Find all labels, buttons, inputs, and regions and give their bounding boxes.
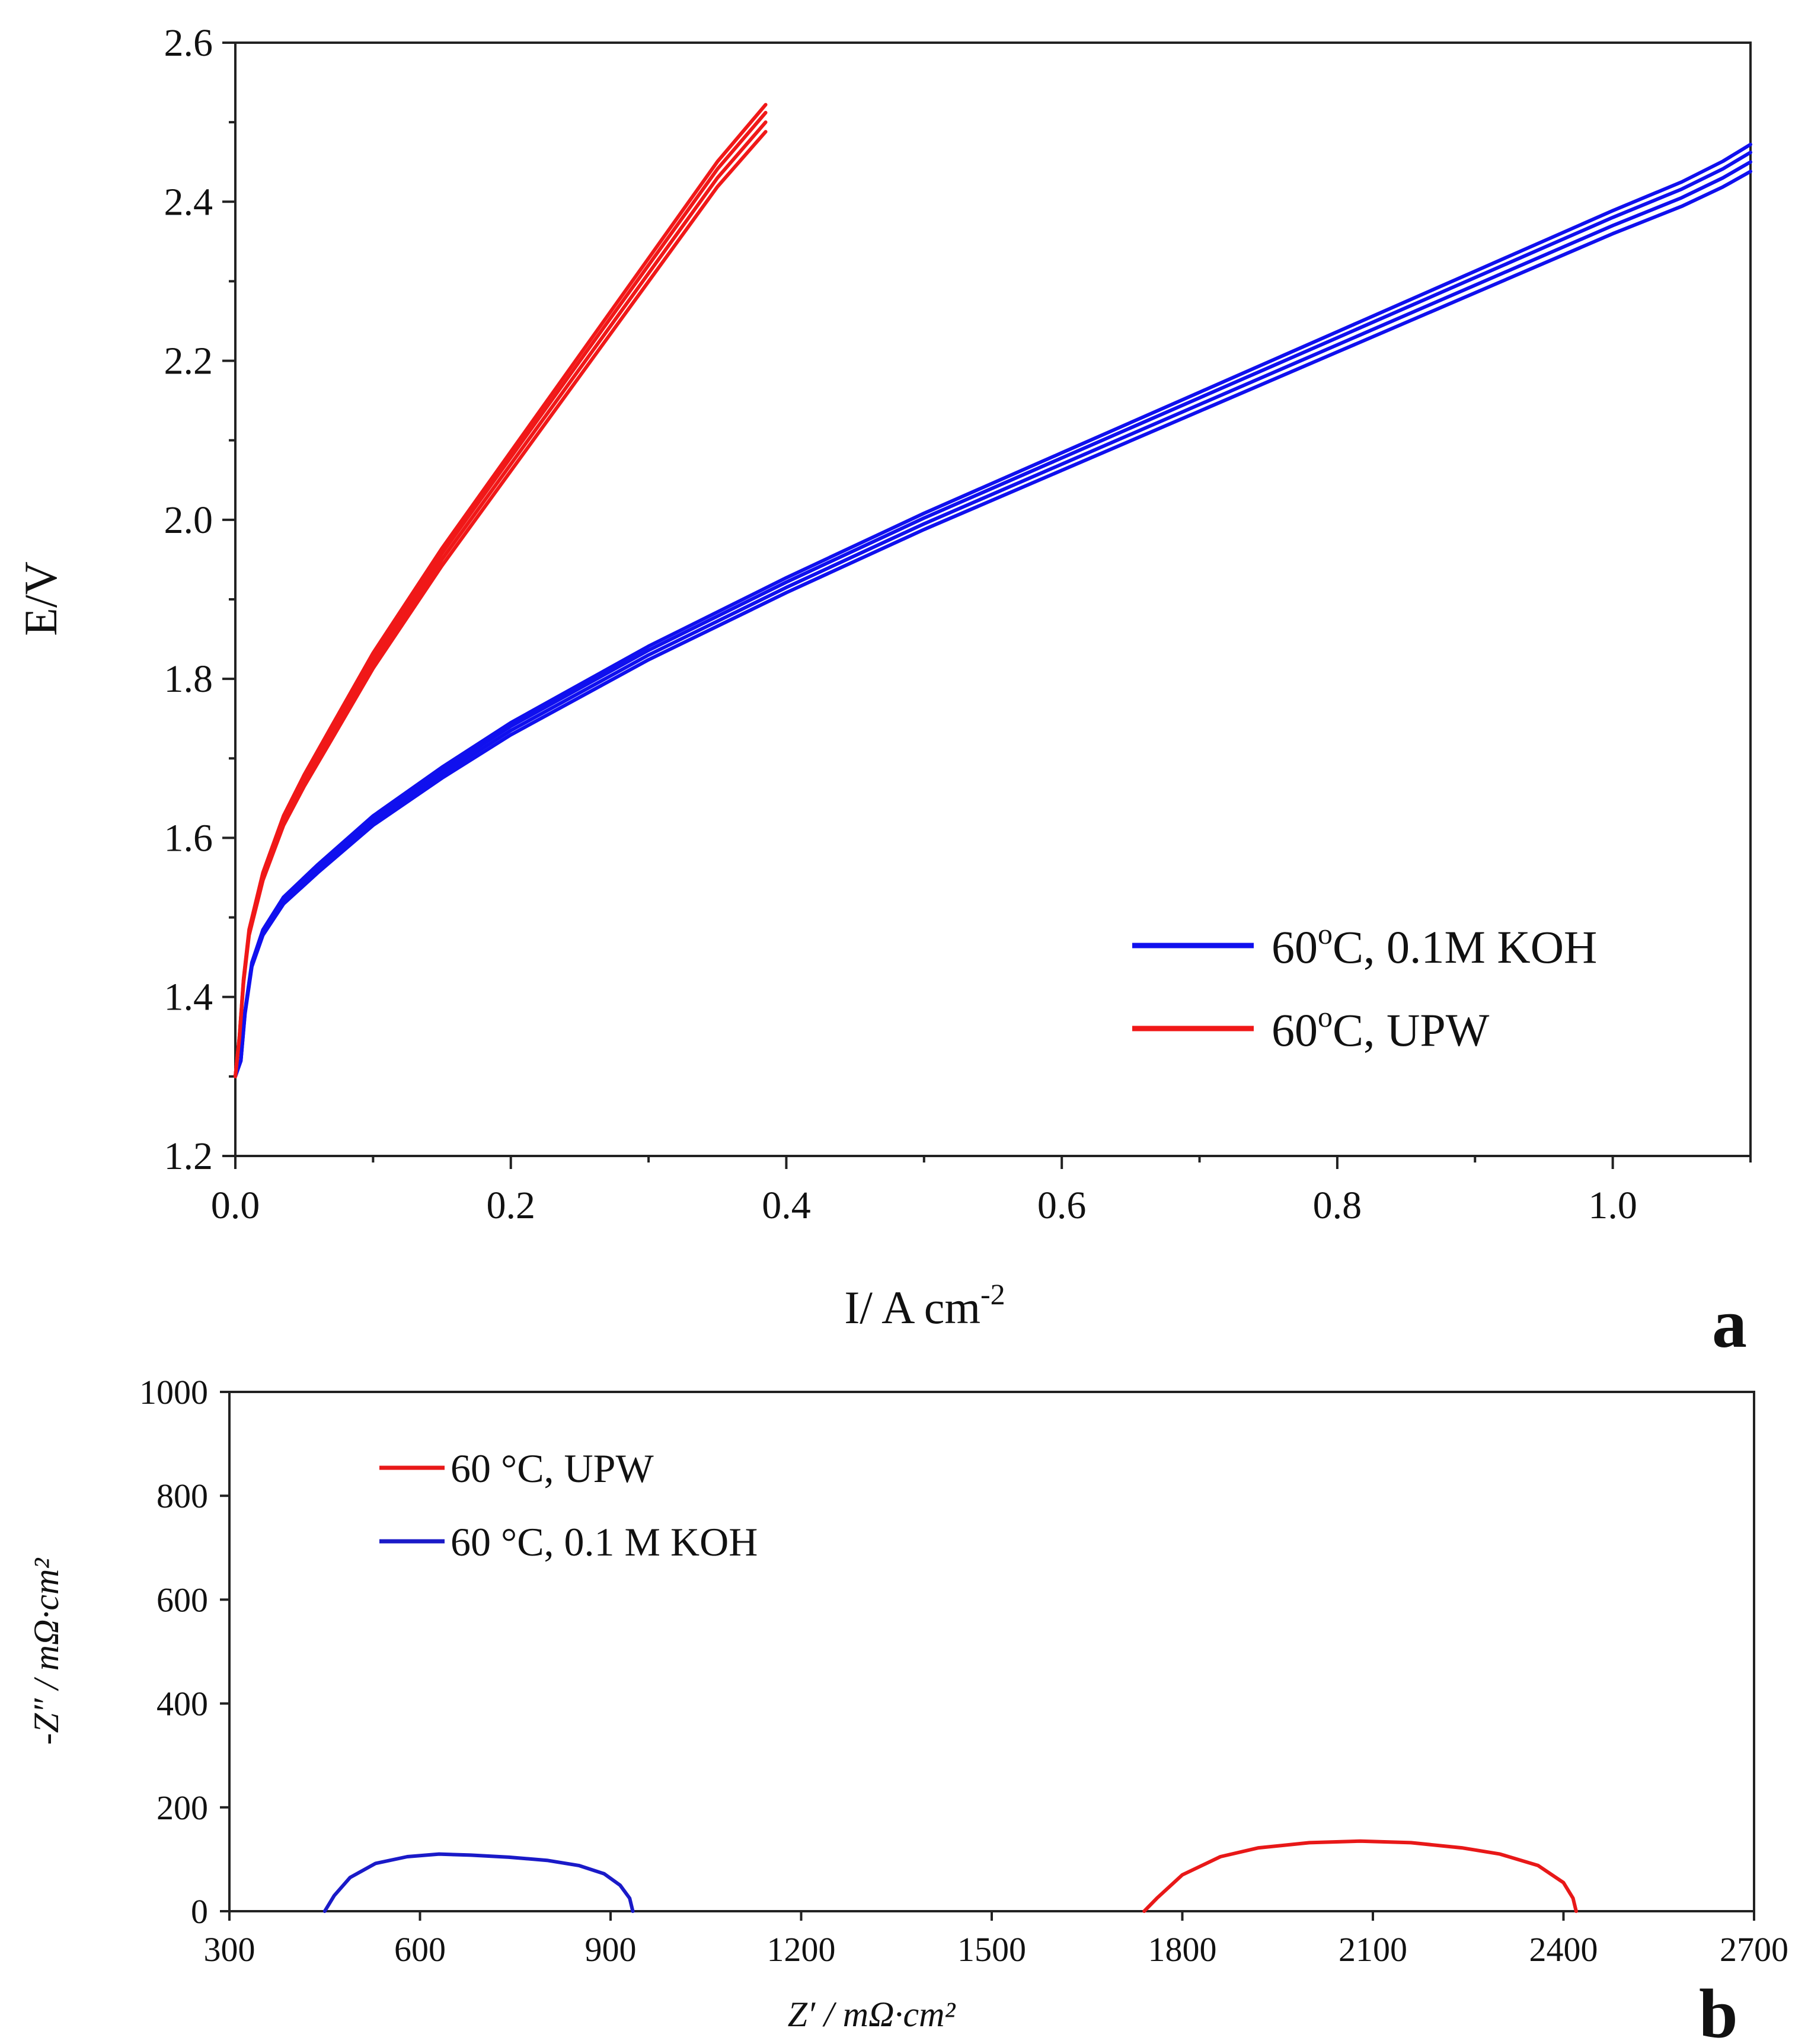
x-tick-label: 1800 <box>1148 1930 1217 1969</box>
x-tick-label: 0.2 <box>486 1184 535 1227</box>
panel-a-y-tick-labels: 1.2 1.4 1.6 1.8 2.0 2.2 2.4 2.6 <box>164 21 213 1178</box>
series-line-0-3 <box>234 142 1752 1078</box>
y-tick-label: 2.2 <box>164 340 213 383</box>
panel-a-ticks <box>222 41 1752 1169</box>
y-tick-label: 0 <box>191 1892 208 1931</box>
y-tick-label: 1.2 <box>164 1135 213 1178</box>
panel-b-series <box>322 1839 1578 1913</box>
x-tick-label: 2700 <box>1720 1930 1788 1969</box>
y-tick-label: 1000 <box>139 1373 208 1411</box>
x-tick-label: 0.0 <box>211 1184 260 1227</box>
series-line-1-2 <box>234 130 768 1078</box>
panel-b-y-axis-title: -Z″ / mΩ·cm² <box>27 1558 66 1745</box>
panel-a-y-axis-title: E/V <box>15 561 66 636</box>
panel-b-letter: b <box>1699 1975 1738 2044</box>
panel-b-legend: 60 °C, UPW 60 °C, 0.1 M KOH <box>379 1446 758 1564</box>
x-tick-label: 300 <box>204 1930 255 1969</box>
y-tick-label: 800 <box>156 1477 208 1515</box>
panel-a-letter: a <box>1712 1285 1747 1362</box>
legend-label-upw: 60oC, UPW <box>1272 1000 1490 1056</box>
x-tick-label: 1.0 <box>1588 1184 1637 1227</box>
y-tick-label: 1.8 <box>164 657 213 701</box>
x-tick-label: 2400 <box>1529 1930 1598 1969</box>
x-tick-label: 900 <box>585 1930 637 1969</box>
legend-label-koh: 60oC, 0.1M KOH <box>1272 917 1597 973</box>
x-tick-label: 1200 <box>767 1930 836 1969</box>
y-tick-label: 1.4 <box>164 976 213 1019</box>
panel-b-x-tick-labels: 300 600 900 1200 1500 1800 2100 2400 2700 <box>204 1930 1789 1969</box>
series-line-1-0 <box>322 1852 635 1913</box>
panel-a-x-axis-title: I/ A cm-2 <box>844 1278 1005 1333</box>
y-tick-label: 600 <box>156 1580 208 1619</box>
x-tick-label: 2100 <box>1339 1930 1407 1969</box>
y-tick-label: 2.0 <box>164 499 213 542</box>
panel-b-y-tick-labels: 0 200 400 600 800 1000 <box>139 1373 208 1931</box>
x-tick-label: 0.8 <box>1313 1184 1362 1227</box>
panel-a-x-tick-labels: 0.0 0.2 0.4 0.6 0.8 1.0 <box>211 1184 1637 1227</box>
x-tick-label: 1500 <box>957 1930 1026 1969</box>
series-line-1-0 <box>234 120 768 1078</box>
series-line-1-1 <box>234 111 768 1078</box>
panel-b-ticks <box>220 1391 1755 1921</box>
panel-a-polarization-chart: 0.0 0.2 0.4 0.6 0.8 1.0 1.2 1.4 1.6 1.8 2.0 2.2 2.4… <box>15 21 1752 1362</box>
panel-a-legend: 60oC, 0.1M KOH 60oC, UPW <box>1132 917 1597 1056</box>
x-tick-label: 600 <box>394 1930 446 1969</box>
panel-b-impedance-chart: 300 600 900 1200 1500 1800 2100 2400 2700 0 200 40… <box>27 1373 1788 2044</box>
y-tick-label: 400 <box>156 1685 208 1723</box>
series-line-0-0 <box>1142 1839 1578 1913</box>
y-tick-label: 2.4 <box>164 180 213 223</box>
x-tick-label: 0.4 <box>762 1184 811 1227</box>
y-tick-label: 1.6 <box>164 816 213 860</box>
series-line-1-3 <box>234 103 768 1078</box>
x-tick-label: 0.6 <box>1037 1184 1087 1227</box>
legend-label-b-koh: 60 °C, 0.1 M KOH <box>451 1519 758 1564</box>
legend-label-b-upw: 60 °C, UPW <box>451 1446 654 1491</box>
y-tick-label: 2.6 <box>164 21 213 65</box>
panel-b-x-axis-title: Z′ / mΩ·cm² <box>788 1995 956 2034</box>
panel-a-plot-frame <box>234 41 1752 1157</box>
y-tick-label: 200 <box>156 1788 208 1827</box>
panel-a-series <box>234 103 1752 1078</box>
